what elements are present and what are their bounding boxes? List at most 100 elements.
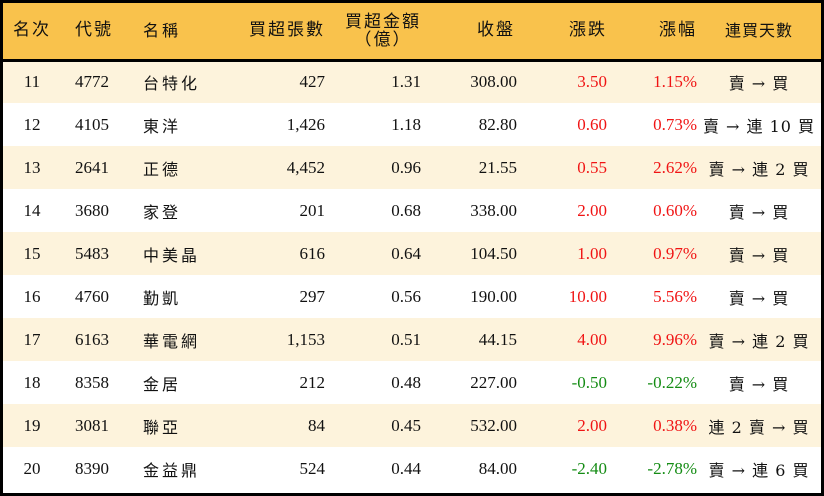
table-row: 17 6163 華電網 1,153 0.51 44.15 4.00 9.96% … (3, 318, 821, 361)
cell-net-buy-lots: 4,452 (286, 157, 325, 177)
cell-name: 聯亞 (143, 417, 182, 437)
table-row: 18 8358 金居 212 0.48 227.00 -0.50 -0.22% … (3, 361, 821, 404)
table-row: 11 4772 台特化 427 1.31 308.00 3.50 1.15% 賣… (3, 60, 821, 103)
table-row: 14 3680 家登 201 0.68 338.00 2.00 0.60% 賣 … (3, 189, 821, 232)
cell-net-buy-amount: 1.18 (391, 114, 421, 134)
cell-change: 10.00 (568, 286, 607, 306)
cell-consecutive-days: 賣 → 買 (728, 374, 790, 394)
cell-net-buy-amount: 0.96 (391, 157, 421, 177)
cell-consecutive-days: 賣 → 買 (728, 288, 790, 308)
cell-net-buy-amount: 0.44 (391, 458, 421, 478)
cell-net-buy-lots: 1,153 (286, 329, 325, 349)
cell-net-buy-amount: 0.45 (391, 415, 421, 435)
cell-name: 台特化 (143, 74, 201, 94)
table-row: 13 2641 正德 4,452 0.96 21.55 0.55 2.62% 賣… (3, 146, 821, 189)
cell-change: -0.50 (571, 372, 607, 392)
header-net-buy-amount: 買超金額 （億） (325, 3, 421, 60)
cell-close: 84.00 (478, 458, 517, 478)
cell-change: 1.00 (577, 243, 607, 263)
cell-consecutive-days: 賣 → 連 10 買 (702, 116, 816, 136)
cell-close: 532.00 (470, 415, 517, 435)
cell-net-buy-lots: 201 (299, 200, 326, 220)
cell-close: 308.00 (470, 72, 517, 92)
cell-rank: 15 (23, 243, 41, 263)
cell-net-buy-lots: 616 (299, 243, 326, 263)
cell-rank: 16 (23, 286, 41, 306)
cell-name: 正德 (143, 159, 182, 179)
cell-rank: 11 (23, 72, 41, 92)
cell-consecutive-days: 賣 → 買 (728, 74, 790, 94)
table-header-row: 名次 代號 名稱 買超張數 買超金額 （億） 收盤 漲跌 漲幅 連買天數 (3, 3, 821, 60)
cell-change-pct: -0.22% (647, 372, 697, 392)
cell-code: 5483 (75, 243, 109, 263)
cell-consecutive-days: 賣 → 買 (728, 245, 790, 265)
cell-change-pct: 5.56% (653, 286, 697, 306)
cell-change-pct: 0.73% (653, 114, 697, 134)
cell-close: 227.00 (470, 372, 517, 392)
cell-name: 金居 (143, 374, 182, 394)
cell-net-buy-amount: 0.64 (391, 243, 421, 263)
cell-name: 家登 (143, 202, 182, 222)
table-row: 20 8390 金益鼎 524 0.44 84.00 -2.40 -2.78% … (3, 447, 821, 490)
cell-change-pct: 0.97% (653, 243, 697, 263)
cell-net-buy-amount: 0.56 (391, 286, 421, 306)
cell-change-pct: 2.62% (653, 157, 697, 177)
cell-code: 3081 (75, 415, 109, 435)
header-change-pct: 漲幅 (659, 20, 697, 41)
header-net-buy-lots: 買超張數 (249, 20, 325, 41)
cell-change: -2.40 (571, 458, 607, 478)
cell-consecutive-days: 賣 → 買 (728, 202, 790, 222)
cell-change-pct: 0.38% (653, 415, 697, 435)
header-name: 名稱 (143, 21, 182, 41)
cell-close: 104.50 (470, 243, 517, 263)
header-net-buy-amount-line2: （億） (354, 29, 412, 50)
cell-rank: 14 (23, 200, 41, 220)
cell-consecutive-days: 賣 → 連 2 買 (708, 159, 810, 179)
cell-net-buy-amount: 0.68 (391, 200, 421, 220)
cell-code: 4105 (75, 114, 109, 134)
table-row: 19 3081 聯亞 84 0.45 532.00 2.00 0.38% 連 2… (3, 404, 821, 447)
cell-net-buy-lots: 297 (299, 286, 326, 306)
cell-name: 勤凱 (143, 288, 182, 308)
cell-net-buy-amount: 0.48 (391, 372, 421, 392)
cell-close: 338.00 (470, 200, 517, 220)
cell-code: 2641 (75, 157, 109, 177)
header-change: 漲跌 (569, 20, 607, 41)
cell-rank: 12 (23, 114, 41, 134)
net-buy-ranking-table: 名次 代號 名稱 買超張數 買超金額 （億） 收盤 漲跌 漲幅 連買天數 11 (3, 3, 821, 490)
cell-rank: 13 (23, 157, 41, 177)
header-code: 代號 (75, 20, 113, 41)
cell-close: 82.80 (478, 114, 517, 134)
cell-net-buy-lots: 427 (299, 72, 326, 92)
cell-code: 3680 (75, 200, 109, 220)
cell-change-pct: 0.60% (653, 200, 697, 220)
cell-change: 0.55 (577, 157, 607, 177)
cell-name: 中美晶 (143, 245, 201, 265)
cell-change-pct: 9.96% (653, 329, 697, 349)
cell-change: 4.00 (577, 329, 607, 349)
cell-change: 3.50 (577, 72, 607, 92)
cell-close: 21.55 (478, 157, 517, 177)
cell-change-pct: -2.78% (647, 458, 697, 478)
table-row: 16 4760 勤凱 297 0.56 190.00 10.00 5.56% 賣… (3, 275, 821, 318)
cell-net-buy-lots: 84 (308, 415, 325, 435)
cell-consecutive-days: 連 2 賣 → 買 (708, 417, 810, 437)
cell-rank: 20 (23, 458, 41, 478)
cell-change: 2.00 (577, 200, 607, 220)
cell-change-pct: 1.15% (653, 72, 697, 92)
cell-code: 4760 (75, 286, 109, 306)
cell-close: 44.15 (478, 329, 517, 349)
cell-name: 金益鼎 (143, 460, 201, 480)
cell-name: 東洋 (143, 116, 182, 136)
table-row: 12 4105 東洋 1,426 1.18 82.80 0.60 0.73% 賣… (3, 103, 821, 146)
cell-consecutive-days: 賣 → 連 2 買 (708, 331, 810, 351)
cell-name: 華電網 (143, 331, 201, 351)
cell-close: 190.00 (470, 286, 517, 306)
header-close: 收盤 (477, 20, 515, 41)
cell-change: 0.60 (577, 114, 607, 134)
cell-net-buy-lots: 1,426 (286, 114, 325, 134)
cell-net-buy-amount: 1.31 (391, 72, 421, 92)
header-consecutive-days: 連買天數 (724, 21, 793, 41)
cell-consecutive-days: 賣 → 連 6 買 (708, 460, 810, 480)
